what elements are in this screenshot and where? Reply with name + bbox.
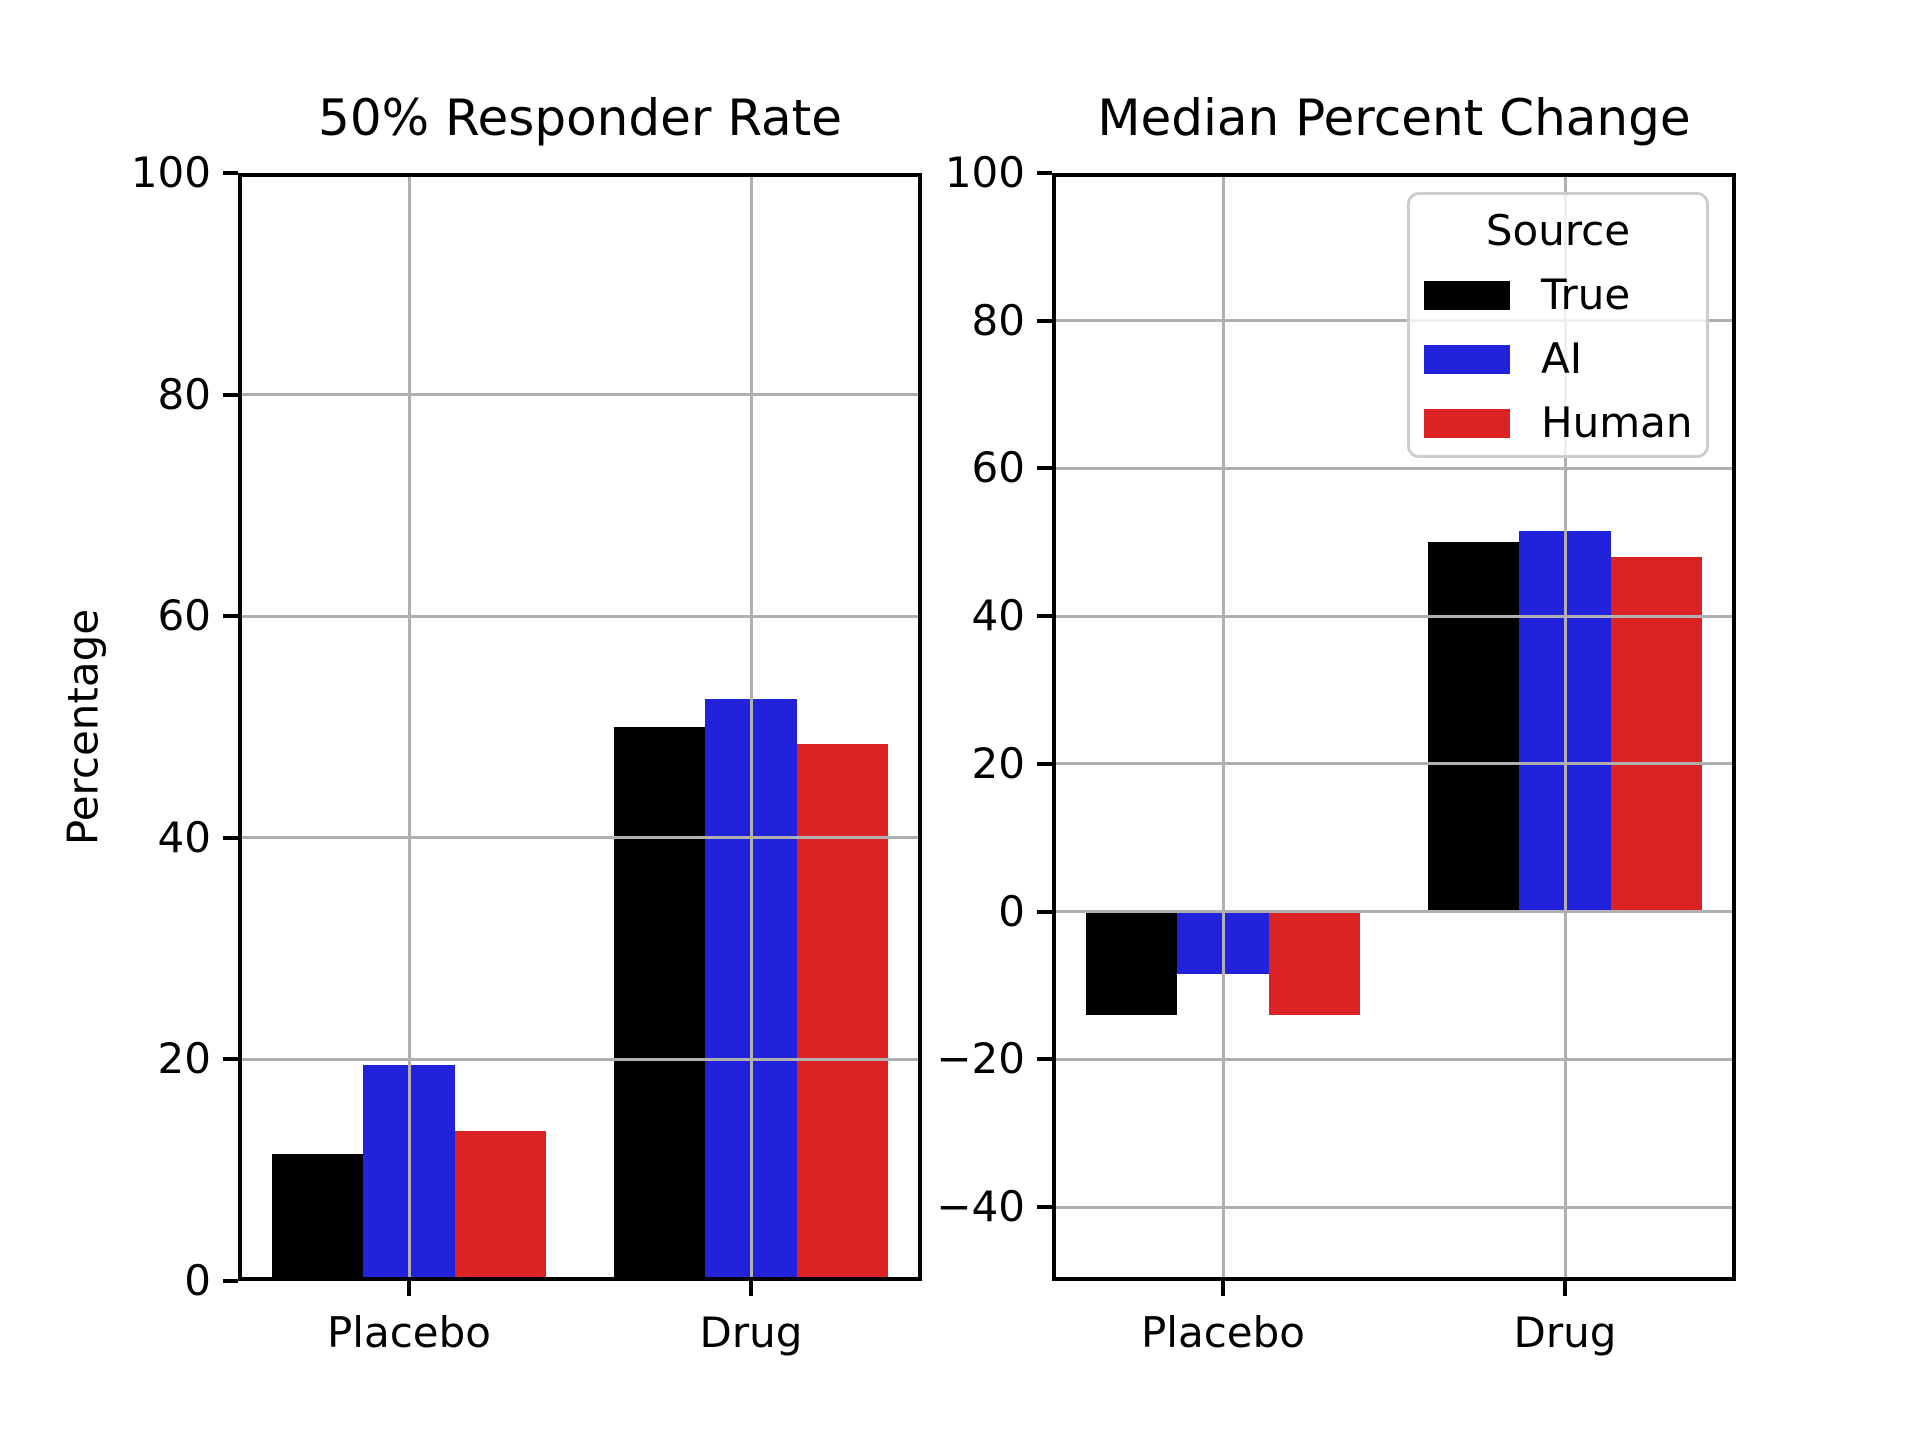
gridline-horizontal (1052, 466, 1736, 470)
y-tick-mark (223, 392, 238, 397)
y-tick-label: 20 (157, 1034, 211, 1084)
legend-label-true: True (1541, 270, 1631, 319)
y-tick-mark (1037, 171, 1052, 175)
x-tick-label-drug: Drug (699, 1308, 803, 1357)
y-tick-mark (223, 614, 238, 619)
gridline-horizontal (238, 614, 922, 618)
y-tick-mark (223, 835, 238, 840)
legend-title: Source (1485, 206, 1631, 255)
y-tick-label: 60 (971, 443, 1025, 493)
y-tick-label: 0 (184, 1256, 211, 1305)
legend-label-ai: AI (1541, 334, 1583, 383)
bar-human-drug (1610, 557, 1702, 912)
plot-area-responder-rate (238, 173, 922, 1281)
y-tick-mark (1037, 1057, 1052, 1062)
y-tick-label: 80 (971, 295, 1025, 345)
legend-entry-human: Human (1410, 399, 1706, 447)
gridline-horizontal (238, 836, 922, 840)
bar-human-placebo (454, 1131, 546, 1281)
y-tick-mark (1037, 909, 1052, 914)
legend-label-human: Human (1541, 398, 1693, 447)
y-tick-mark (1037, 318, 1052, 323)
legend-entry-ai: AI (1410, 335, 1706, 383)
x-tick-mark (407, 1281, 411, 1296)
y-tick-label: 80 (157, 369, 211, 419)
gridline-horizontal (1052, 762, 1736, 766)
gridline-horizontal (1052, 173, 1736, 175)
gridline-horizontal (238, 1057, 922, 1061)
y-tick-label: −40 (936, 1182, 1025, 1232)
x-tick-mark (1221, 1281, 1225, 1296)
bar-human-drug (796, 743, 888, 1281)
y-tick-label: 0 (998, 886, 1025, 936)
y-tick-label: −20 (936, 1034, 1025, 1084)
x-tick-label-placebo: Placebo (326, 1308, 492, 1357)
chart-title-responder-rate: 50% Responder Rate (318, 89, 842, 147)
y-tick-label: 100 (130, 148, 211, 197)
bar-true-drug (614, 727, 706, 1281)
gridline-horizontal (238, 173, 922, 175)
y-tick-label: 100 (944, 148, 1025, 197)
gridline-horizontal (1052, 1205, 1736, 1209)
y-tick-mark (1037, 761, 1052, 766)
y-tick-label: 60 (157, 591, 211, 641)
y-tick-mark (223, 1057, 238, 1062)
gridline-vertical (1221, 173, 1225, 1281)
bar-true-drug (1428, 542, 1520, 912)
legend-box: Source True AI Human (1407, 192, 1709, 458)
gridline-horizontal (1052, 1057, 1736, 1061)
y-tick-mark (223, 1279, 238, 1283)
y-tick-mark (1037, 1205, 1052, 1210)
gridline-horizontal (1052, 319, 1736, 323)
legend-swatch-true (1424, 281, 1510, 310)
y-axis-label-percentage: Percentage (58, 608, 108, 846)
x-tick-mark (749, 1281, 753, 1296)
x-tick-label-drug: Drug (1513, 1308, 1617, 1357)
legend-swatch-human (1424, 409, 1510, 438)
gridline-vertical (1563, 173, 1567, 1281)
legend-entry-true: True (1410, 271, 1706, 319)
x-tick-label-placebo: Placebo (1140, 1308, 1306, 1357)
bar-human-placebo (1268, 911, 1360, 1016)
y-tick-mark (223, 171, 238, 175)
gridline-horizontal (1052, 614, 1736, 618)
chart-title-median-percent-change: Median Percent Change (1097, 89, 1691, 147)
y-tick-label: 20 (971, 738, 1025, 788)
y-tick-mark (1037, 614, 1052, 619)
bar-true-placebo (1086, 911, 1178, 1016)
x-tick-mark (1563, 1281, 1567, 1296)
gridline-vertical (749, 173, 753, 1281)
bar-true-placebo (272, 1153, 364, 1281)
gridline-horizontal (238, 1279, 922, 1281)
y-tick-mark (1037, 466, 1052, 471)
y-tick-label: 40 (971, 591, 1025, 641)
gridline-vertical (407, 173, 411, 1281)
gridline-horizontal (1052, 910, 1736, 914)
legend-swatch-ai (1424, 345, 1510, 374)
gridline-horizontal (238, 393, 922, 397)
y-tick-label: 40 (157, 812, 211, 862)
